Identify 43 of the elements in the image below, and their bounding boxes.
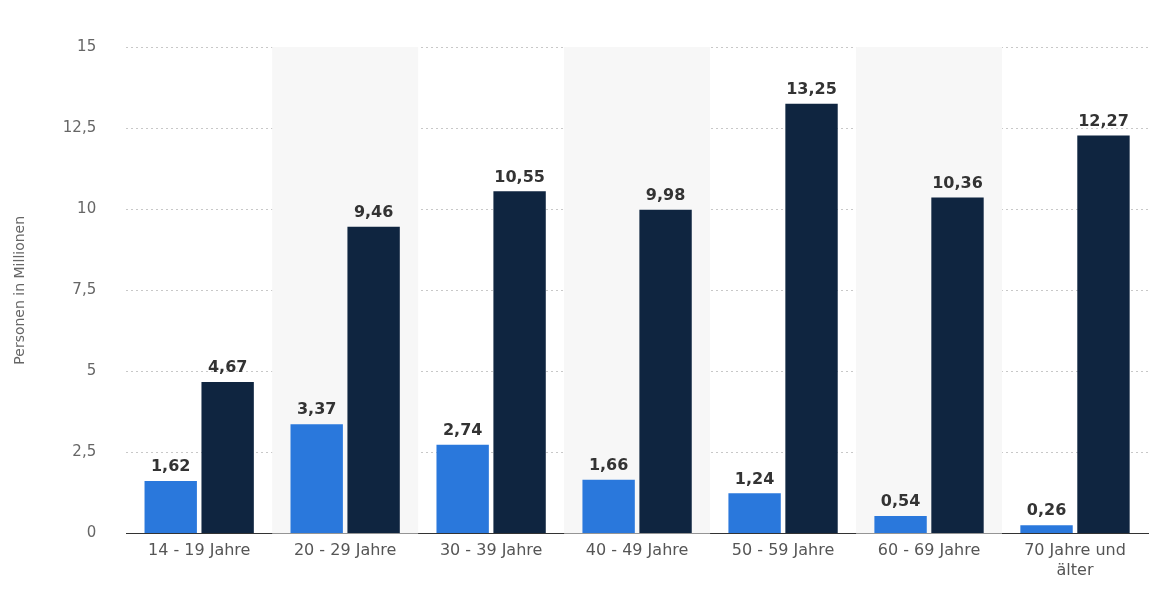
y-axis-title: Personen in Millionen (11, 215, 28, 365)
data-label: 1,62 (150, 456, 191, 476)
data-label: 12,27 (1078, 110, 1129, 130)
x-tick-label: 30 - 39 Jahre (439, 540, 543, 560)
bar (436, 444, 489, 534)
y-tick-label: 15 (77, 36, 97, 55)
y-tick-label: 0 (86, 523, 97, 542)
bar (290, 424, 343, 534)
data-label: 0,54 (880, 491, 921, 511)
bar (582, 479, 635, 534)
bar (493, 191, 546, 534)
bar (639, 209, 692, 534)
data-label: 4,67 (207, 357, 248, 377)
data-label: 1,66 (588, 454, 629, 474)
y-tick-label: 7,5 (72, 280, 97, 299)
data-label: 0,26 (1026, 500, 1067, 520)
data-label: 9,46 (353, 201, 394, 221)
bar (144, 481, 197, 534)
data-label: 2,74 (442, 419, 483, 439)
bar (728, 493, 781, 534)
data-label: 10,55 (494, 166, 545, 186)
bar (1077, 135, 1130, 534)
bar (1020, 525, 1073, 534)
bar (785, 103, 838, 534)
y-tick-label: 2,5 (72, 442, 97, 461)
bar (874, 516, 927, 534)
y-tick-label: 5 (86, 361, 97, 380)
x-tick-label: 14 - 19 Jahre (147, 540, 251, 560)
bar (347, 226, 400, 534)
x-tick-label: 20 - 29 Jahre (293, 540, 397, 560)
x-tick-label: 70 Jahre und älter (1024, 540, 1126, 579)
x-tick-label: 50 - 59 Jahre (731, 540, 835, 560)
x-tick-label: 40 - 49 Jahre (585, 540, 689, 560)
data-label: 9,98 (645, 185, 686, 205)
bar (201, 382, 254, 534)
data-label: 3,37 (296, 399, 337, 419)
x-tick-label: 60 - 69 Jahre (877, 540, 981, 560)
data-label: 1,24 (734, 468, 775, 488)
y-tick-label: 10 (77, 199, 97, 218)
data-label: 10,36 (932, 172, 983, 192)
y-tick-label: 12,5 (62, 117, 97, 136)
bar (931, 197, 984, 534)
data-label: 13,25 (786, 78, 837, 98)
